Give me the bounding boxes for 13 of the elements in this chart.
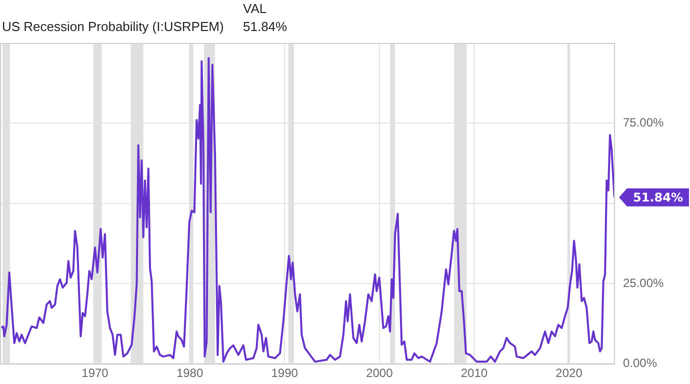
x-tick-label: 2010: [460, 366, 488, 380]
x-tick-label: 1990: [271, 366, 298, 380]
text: 51.84%: [243, 19, 288, 34]
y-tick-label: 0.00%: [623, 356, 658, 370]
x-tick-label: 1970: [82, 366, 109, 380]
text: VAL: [243, 1, 267, 16]
x-tick-label: 2000: [366, 366, 394, 380]
text: 51.84%: [633, 190, 683, 205]
text: US Recession Probability (I:USRPEM): [2, 19, 224, 34]
x-tick-label: 1980: [176, 366, 204, 380]
y-tick-label: 25.00%: [623, 276, 664, 290]
x-tick-label: 2020: [556, 366, 583, 380]
y-tick-label: 75.00%: [623, 115, 664, 130]
